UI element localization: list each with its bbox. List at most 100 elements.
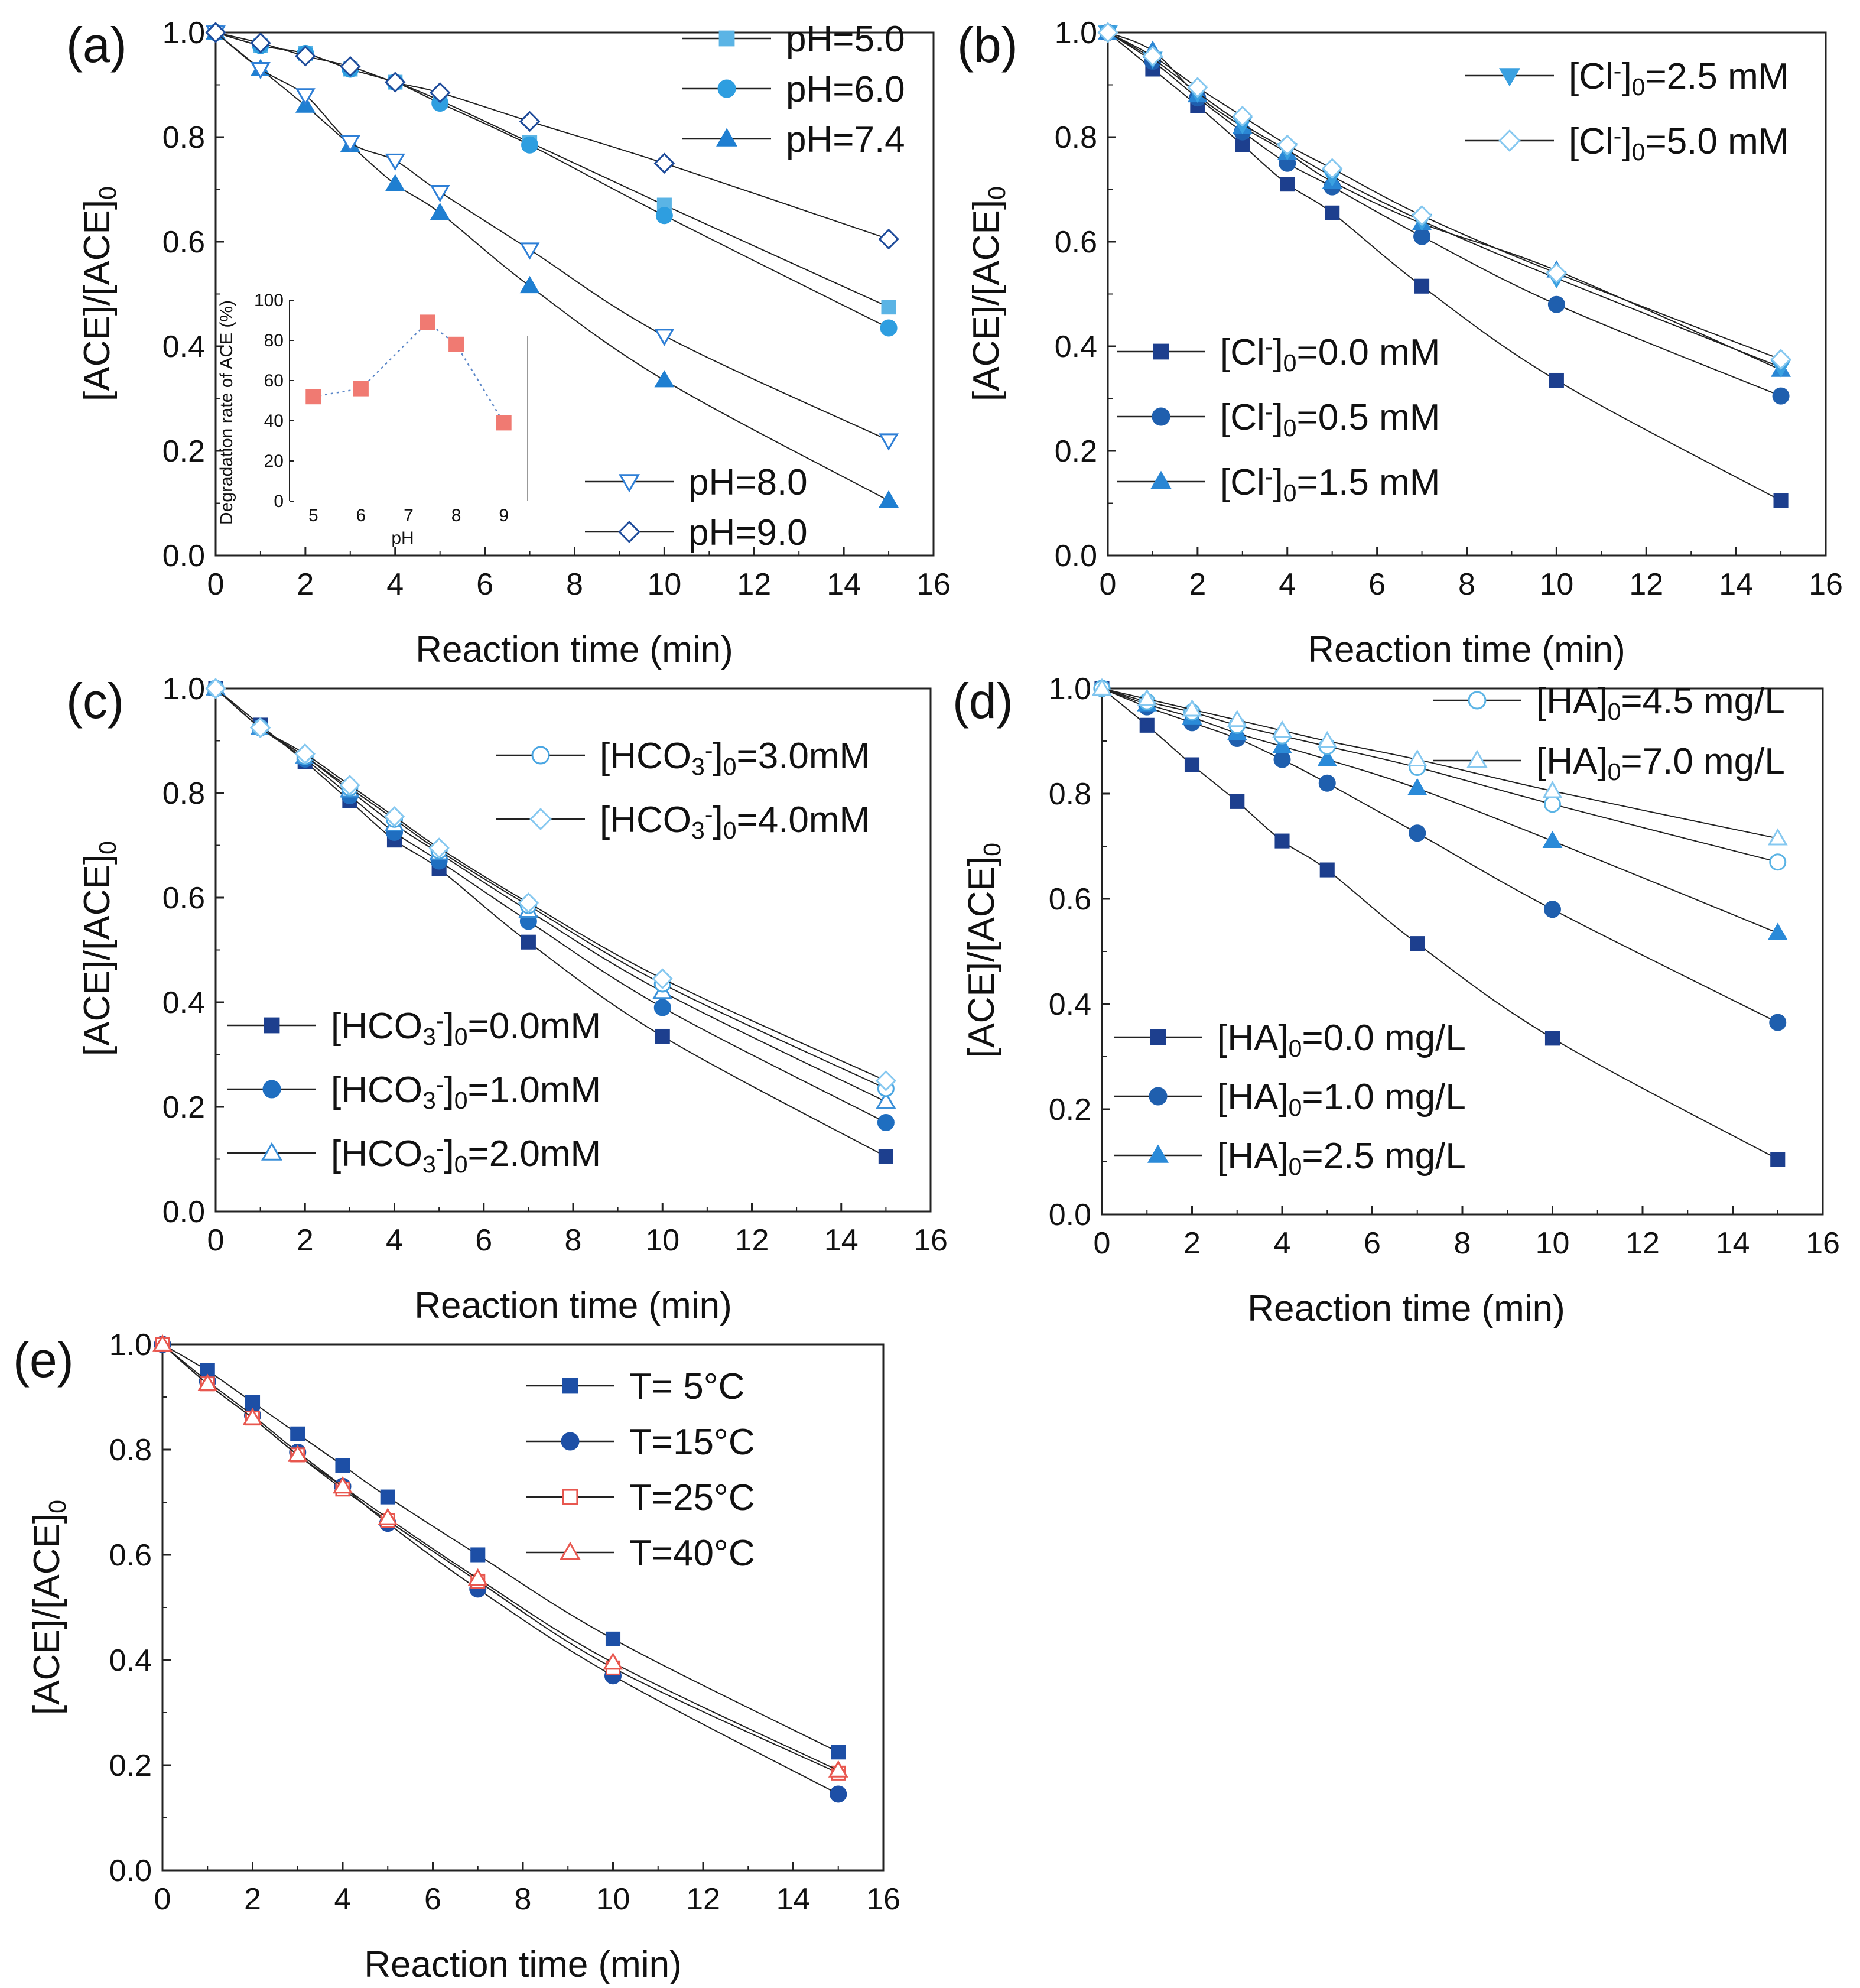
data-point — [1182, 699, 1202, 717]
data-point — [287, 1444, 308, 1462]
legend-label: [Cl-]0=1.5 mM — [1220, 462, 1440, 506]
legend-marker — [717, 79, 736, 98]
y-tick-label: 0.6 — [1055, 225, 1097, 259]
y-tick-label: 0.8 — [162, 777, 205, 811]
x-tick-label: 14 — [824, 1223, 859, 1258]
data-point — [605, 1631, 621, 1646]
x-tick-label: 12 — [1625, 1226, 1660, 1261]
y-tick-label: 0.2 — [1055, 434, 1097, 469]
inset-x-tick-label: 6 — [356, 506, 366, 525]
data-point — [245, 1395, 261, 1410]
data-point — [250, 32, 271, 54]
inset-x-label: pH — [391, 528, 414, 548]
legend-marker — [1152, 407, 1170, 426]
data-point — [1411, 205, 1433, 226]
x-tick-label: 6 — [1364, 1226, 1381, 1261]
y-axis-label: [ACE]/[ACE]0 — [77, 186, 121, 401]
data-point — [295, 88, 316, 106]
legend-marker — [718, 30, 735, 47]
data-point — [1407, 749, 1427, 767]
legend-marker — [529, 808, 552, 830]
data-point — [881, 300, 896, 315]
legend-marker — [618, 474, 640, 493]
x-tick-label: 2 — [297, 1223, 314, 1258]
data-point — [1321, 158, 1343, 179]
inset-x-tick-label: 7 — [404, 506, 414, 525]
legend-top: [HA]0=4.5 mg/L [HA]0=7.0 mg/L — [1433, 681, 1785, 785]
x-tick-label: 14 — [1719, 567, 1753, 602]
data-point — [1227, 710, 1247, 727]
legend-top: [Cl-]0=2.5 mM [Cl-]0=5.0 mM — [1465, 56, 1789, 165]
data-point — [655, 1028, 670, 1044]
x-tick-label: 6 — [1368, 567, 1386, 602]
x-tick-label: 2 — [1183, 1226, 1201, 1261]
inset-y-tick-label: 80 — [264, 331, 284, 350]
legend-marker — [261, 1142, 283, 1161]
legend-label: [HCO3-]0=0.0mM — [331, 1006, 601, 1050]
legend-marker — [531, 746, 550, 765]
x-tick-label: 16 — [1806, 1226, 1840, 1261]
data-point — [380, 1489, 395, 1505]
data-point — [1142, 46, 1163, 67]
data-point — [603, 1652, 623, 1670]
y-tick-label: 0.0 — [162, 1195, 205, 1229]
x-tick-label: 8 — [1458, 567, 1475, 602]
legend-label: [Cl-]0=0.5 mM — [1220, 397, 1440, 441]
y-axis: 0.0 0.2 0.4 0.6 0.8 1.0 — [162, 16, 224, 573]
x-tick-label: 4 — [386, 1223, 403, 1258]
data-point — [1317, 749, 1338, 767]
data-point — [1413, 228, 1431, 245]
data-point — [1232, 105, 1253, 127]
legend-top: [HCO3-]0=3.0mM [HCO3-]0=4.0mM — [496, 736, 870, 844]
data-point — [1769, 853, 1787, 871]
x-tick-label: 0 — [207, 567, 225, 602]
x-tick-label: 6 — [424, 1882, 441, 1916]
data-point — [383, 806, 405, 827]
data-point — [1767, 828, 1788, 846]
x-tick-label: 14 — [827, 567, 861, 602]
inset-y-tick-label: 40 — [264, 411, 284, 431]
data-point — [295, 46, 316, 67]
data-point — [1542, 781, 1563, 798]
inset-data-point — [496, 415, 512, 431]
legend-marker — [262, 1080, 281, 1099]
data-point — [1280, 177, 1295, 192]
data-point — [385, 72, 406, 93]
legend-marker — [1147, 1144, 1169, 1163]
data-point — [1318, 774, 1336, 792]
legend-label: T=15°C — [629, 1422, 755, 1463]
inset-data-point — [448, 336, 464, 352]
data-point — [828, 1760, 848, 1778]
legend-label: [HA]0=1.0 mg/L — [1217, 1077, 1466, 1121]
x-tick-label: 16 — [916, 567, 951, 602]
inset-y-tick-label: 60 — [264, 371, 284, 391]
inset-data-point — [420, 314, 435, 330]
data-point — [878, 1149, 893, 1164]
panel-letter: (e) — [13, 1332, 74, 1388]
data-point — [1414, 278, 1430, 294]
data-point — [1544, 1031, 1560, 1046]
y-tick-label: 1.0 — [109, 1328, 152, 1362]
series-group — [205, 22, 899, 508]
data-point — [428, 837, 450, 859]
x-axis-label: Reaction time (min) — [364, 1944, 681, 1985]
data-point — [385, 153, 405, 171]
y-tick-label: 0.2 — [109, 1749, 152, 1783]
data-point — [878, 228, 899, 250]
legend-marker — [1150, 470, 1172, 489]
data-point — [1773, 493, 1789, 508]
x-tick-label: 16 — [866, 1882, 900, 1916]
legend-marker — [716, 128, 738, 147]
x-tick-label: 10 — [647, 567, 681, 602]
x-axis: 0 2 4 6 8 10 12 14 16 — [207, 1203, 948, 1258]
inset-x-tick-label: 9 — [499, 506, 509, 525]
legend-label: pH=7.4 — [786, 119, 905, 160]
y-tick-label: 0.8 — [1055, 121, 1097, 155]
data-point — [519, 111, 541, 132]
data-point — [1769, 1014, 1787, 1031]
data-point — [249, 717, 271, 739]
legend-marker — [264, 1017, 280, 1034]
x-tick-label: 10 — [596, 1882, 630, 1916]
data-point — [1546, 262, 1568, 284]
